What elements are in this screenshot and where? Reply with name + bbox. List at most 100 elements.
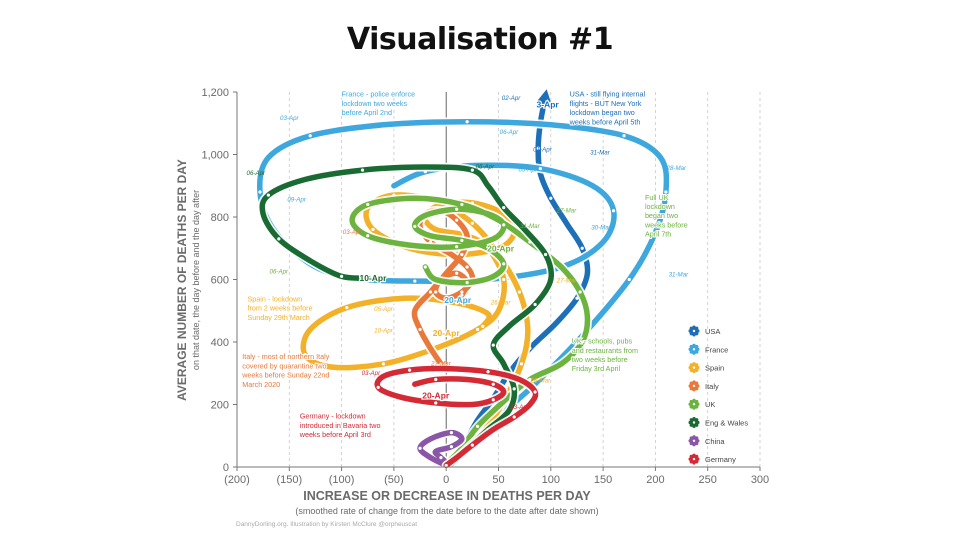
- legend: USA France Spain Italy UK Eng & Wales China Ger…: [688, 325, 748, 465]
- y-tick-label: 1,200: [201, 87, 229, 99]
- annotation: Spain - lockdown from 2 weeks before Sunda…: [247, 294, 312, 321]
- annotation-line: April 7th: [645, 230, 671, 239]
- date-label: 05-Apr: [518, 167, 538, 174]
- annotations: France - police enforce lockdown two week…: [240, 89, 688, 440]
- data-point: [512, 387, 516, 391]
- data-point: [366, 202, 370, 207]
- legend-petal: [692, 442, 696, 447]
- data-point: [360, 168, 365, 172]
- legend-petal: [696, 402, 700, 406]
- data-point: [277, 237, 281, 241]
- y-tick-label: 400: [211, 337, 229, 349]
- data-point: [413, 279, 417, 283]
- legend-swatch-center: [692, 329, 696, 333]
- data-point: [444, 463, 448, 468]
- data-point: [536, 146, 540, 150]
- date-label: 03-Apr: [280, 115, 300, 122]
- legend-petal: [692, 398, 696, 403]
- legend-item: France: [688, 343, 728, 355]
- legend-petal: [688, 457, 692, 461]
- x-tick-label: 150: [594, 474, 612, 486]
- data-point: [434, 401, 438, 405]
- data-point: [502, 277, 506, 282]
- credit-text: DannyDorling.org. Illustration by Kirste…: [236, 521, 417, 528]
- annotation: Italy - most of northern Italy covered by…: [241, 352, 329, 389]
- legend-petal: [692, 351, 696, 355]
- legend-petal: [692, 453, 696, 457]
- x-tick-label: 0: [443, 474, 449, 486]
- annotation-line: USA - still flying internal: [570, 90, 646, 99]
- date-label: 10-Apr: [374, 328, 394, 335]
- legend-item: UK: [688, 398, 715, 410]
- annotation: Full UK lockdown began two weeks before Apri…: [644, 193, 688, 239]
- series-germany: [372, 364, 541, 470]
- legend-label: Germany: [705, 455, 736, 464]
- x-tick-label: (100): [329, 474, 355, 486]
- legend-label: Eng & Wales: [705, 419, 748, 428]
- data-point: [533, 302, 537, 307]
- data-point: [465, 281, 469, 285]
- legend-label: Spain: [705, 364, 724, 373]
- legend-label: USA: [705, 327, 720, 336]
- data-point: [491, 398, 495, 402]
- date-label: 20-Apr: [422, 390, 450, 400]
- usa-arrow: [537, 89, 552, 104]
- arrow-head: [537, 89, 552, 104]
- x-axis-title: INCREASE OR DECREASE IN DEATHS PER DAY: [303, 489, 591, 503]
- date-label: 10-Apr: [360, 273, 388, 283]
- data-point: [258, 190, 262, 194]
- data-point: [538, 166, 542, 171]
- x-tick-label: 250: [699, 474, 717, 486]
- date-label: 06-Apr: [476, 164, 496, 171]
- legend-petal: [688, 402, 692, 406]
- annotation-line: weeks before Sunday 22nd: [241, 371, 329, 380]
- data-point: [439, 456, 443, 460]
- date-label: 27-Mar: [556, 278, 578, 285]
- series-group: [255, 90, 671, 470]
- annotation-line: from 2 weeks before: [247, 304, 312, 313]
- date-label: 09-Apr: [287, 196, 307, 203]
- series-line: [259, 164, 555, 467]
- date-label: 30-Mar: [591, 225, 612, 232]
- annotation-line: lockdown two weeks: [342, 99, 408, 108]
- legend-swatch-center: [692, 439, 696, 442]
- legend-label: Italy: [705, 382, 719, 391]
- data-point: [502, 262, 506, 266]
- date-label: 02-Apr: [502, 95, 522, 102]
- data-point: [418, 446, 422, 450]
- series-uk: [347, 193, 592, 469]
- data-point: [664, 190, 668, 194]
- data-point: [303, 352, 307, 357]
- legend-label: France: [705, 345, 728, 354]
- legend-petal: [696, 439, 700, 443]
- annotation-line: March 2020: [242, 380, 280, 389]
- annotation-line: before April 2nd: [342, 108, 392, 117]
- data-point: [460, 293, 464, 297]
- data-point: [580, 340, 584, 344]
- legend-swatch-center: [692, 366, 696, 369]
- legend-petal: [688, 439, 692, 443]
- data-point: [611, 209, 616, 213]
- data-point: [519, 362, 524, 366]
- legend-petal: [692, 388, 696, 392]
- legend-item: Germany: [688, 453, 736, 465]
- annotation-line: weeks before April 3rd: [299, 430, 371, 439]
- data-point: [434, 290, 438, 294]
- data-point: [266, 193, 270, 197]
- data-point: [491, 382, 495, 386]
- date-label: 20-Apr: [444, 295, 472, 305]
- date-label: 26-Mar: [490, 300, 512, 307]
- legend-swatch-center: [692, 421, 696, 424]
- annotation-line: UK - schools, pubs: [572, 337, 633, 346]
- annotation-line: Spain - lockdown: [247, 294, 302, 303]
- annotation-line: covered by quarantine two: [242, 361, 326, 370]
- data-point: [491, 343, 495, 347]
- data-point: [543, 252, 548, 257]
- date-labels: 3-Apr 02-Apr 01-Apr 31-Mar 03-Apr 06-Apr 05-Ap…: [247, 95, 690, 411]
- annotation: UK - schools, pubs and restaurants from tw…: [572, 337, 638, 374]
- data-point: [455, 301, 459, 305]
- data-point: [486, 370, 490, 374]
- data-point: [578, 290, 582, 294]
- data-point: [381, 362, 386, 366]
